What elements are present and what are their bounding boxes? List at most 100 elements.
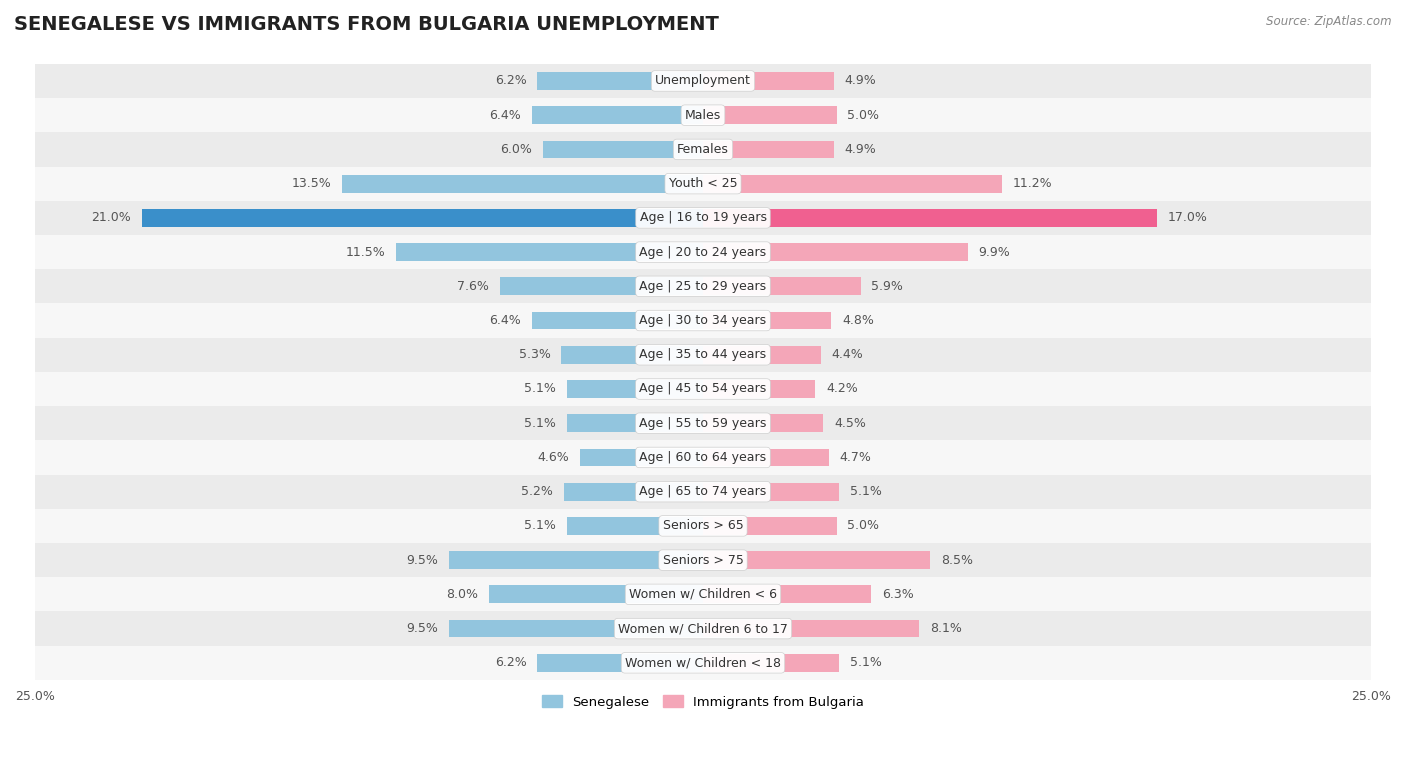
Text: 8.1%: 8.1% — [931, 622, 962, 635]
Bar — [703, 517, 837, 534]
Text: 5.1%: 5.1% — [524, 519, 555, 532]
Text: 9.5%: 9.5% — [406, 622, 439, 635]
Bar — [703, 209, 1157, 227]
Bar — [35, 201, 1371, 235]
Bar — [35, 646, 1371, 680]
Text: 4.6%: 4.6% — [537, 451, 569, 464]
Bar — [564, 483, 703, 500]
Bar — [703, 175, 1002, 192]
Bar — [35, 235, 1371, 269]
Bar — [703, 380, 815, 398]
Text: 5.2%: 5.2% — [522, 485, 554, 498]
Bar — [703, 585, 872, 603]
Text: Age | 45 to 54 years: Age | 45 to 54 years — [640, 382, 766, 395]
Bar — [567, 414, 703, 432]
Text: 4.9%: 4.9% — [845, 74, 876, 88]
Bar — [35, 304, 1371, 338]
Text: SENEGALESE VS IMMIGRANTS FROM BULGARIA UNEMPLOYMENT: SENEGALESE VS IMMIGRANTS FROM BULGARIA U… — [14, 15, 718, 34]
Bar — [703, 72, 834, 90]
Text: Females: Females — [678, 143, 728, 156]
Text: 8.0%: 8.0% — [447, 588, 478, 601]
Bar — [35, 132, 1371, 167]
Bar — [35, 338, 1371, 372]
Text: 11.2%: 11.2% — [1012, 177, 1053, 190]
Text: Age | 60 to 64 years: Age | 60 to 64 years — [640, 451, 766, 464]
Bar — [703, 654, 839, 671]
Text: Women w/ Children < 6: Women w/ Children < 6 — [628, 588, 778, 601]
Text: 5.3%: 5.3% — [519, 348, 551, 361]
Bar — [35, 64, 1371, 98]
Text: 5.0%: 5.0% — [848, 519, 879, 532]
Text: 4.2%: 4.2% — [825, 382, 858, 395]
Legend: Senegalese, Immigrants from Bulgaria: Senegalese, Immigrants from Bulgaria — [537, 690, 869, 714]
Text: Males: Males — [685, 109, 721, 122]
Text: Age | 35 to 44 years: Age | 35 to 44 years — [640, 348, 766, 361]
Bar — [489, 585, 703, 603]
Bar — [703, 414, 824, 432]
Bar — [342, 175, 703, 192]
Text: 6.4%: 6.4% — [489, 109, 522, 122]
Bar — [449, 620, 703, 637]
Text: 4.9%: 4.9% — [845, 143, 876, 156]
Bar — [703, 620, 920, 637]
Bar — [35, 167, 1371, 201]
Text: 7.6%: 7.6% — [457, 280, 489, 293]
Text: 21.0%: 21.0% — [91, 211, 131, 224]
Bar — [35, 98, 1371, 132]
Bar — [449, 551, 703, 569]
Bar — [703, 551, 931, 569]
Text: 6.3%: 6.3% — [882, 588, 914, 601]
Bar — [703, 483, 839, 500]
Text: Age | 30 to 34 years: Age | 30 to 34 years — [640, 314, 766, 327]
Bar — [703, 449, 828, 466]
Bar — [703, 346, 821, 363]
Text: Age | 16 to 19 years: Age | 16 to 19 years — [640, 211, 766, 224]
Bar — [703, 106, 837, 124]
Text: 6.2%: 6.2% — [495, 74, 527, 88]
Text: Women w/ Children 6 to 17: Women w/ Children 6 to 17 — [619, 622, 787, 635]
Bar — [581, 449, 703, 466]
Text: Women w/ Children < 18: Women w/ Children < 18 — [626, 656, 780, 669]
Text: 5.1%: 5.1% — [851, 656, 882, 669]
Bar — [531, 312, 703, 329]
Bar — [531, 106, 703, 124]
Text: 13.5%: 13.5% — [292, 177, 332, 190]
Text: 5.1%: 5.1% — [524, 382, 555, 395]
Text: Seniors > 65: Seniors > 65 — [662, 519, 744, 532]
Text: 5.1%: 5.1% — [851, 485, 882, 498]
Bar — [35, 543, 1371, 578]
Bar — [703, 141, 834, 158]
Text: 17.0%: 17.0% — [1168, 211, 1208, 224]
Bar — [501, 277, 703, 295]
Text: 6.2%: 6.2% — [495, 656, 527, 669]
Text: 9.9%: 9.9% — [979, 245, 1010, 259]
Bar — [703, 243, 967, 261]
Text: Unemployment: Unemployment — [655, 74, 751, 88]
Text: 5.0%: 5.0% — [848, 109, 879, 122]
Bar — [142, 209, 703, 227]
Text: Age | 65 to 74 years: Age | 65 to 74 years — [640, 485, 766, 498]
Bar — [567, 517, 703, 534]
Bar — [35, 269, 1371, 304]
Text: 5.9%: 5.9% — [872, 280, 903, 293]
Text: 5.1%: 5.1% — [524, 416, 555, 430]
Text: Age | 55 to 59 years: Age | 55 to 59 years — [640, 416, 766, 430]
Text: 8.5%: 8.5% — [941, 553, 973, 567]
Bar — [703, 312, 831, 329]
Text: 4.4%: 4.4% — [831, 348, 863, 361]
Bar — [35, 578, 1371, 612]
Text: 6.4%: 6.4% — [489, 314, 522, 327]
Text: 4.5%: 4.5% — [834, 416, 866, 430]
Text: 6.0%: 6.0% — [501, 143, 531, 156]
Text: Source: ZipAtlas.com: Source: ZipAtlas.com — [1267, 15, 1392, 28]
Bar — [35, 372, 1371, 406]
Text: Youth < 25: Youth < 25 — [669, 177, 737, 190]
Bar — [703, 277, 860, 295]
Bar — [35, 612, 1371, 646]
Bar — [395, 243, 703, 261]
Text: Age | 20 to 24 years: Age | 20 to 24 years — [640, 245, 766, 259]
Bar — [35, 475, 1371, 509]
Bar — [35, 406, 1371, 441]
Bar — [537, 72, 703, 90]
Bar — [561, 346, 703, 363]
